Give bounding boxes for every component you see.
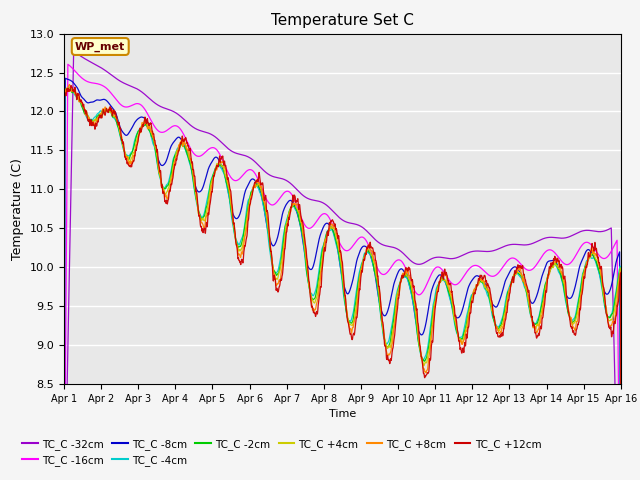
Legend: TC_C -32cm, TC_C -16cm, TC_C -8cm, TC_C -4cm, TC_C -2cm, TC_C +4cm, TC_C +8cm, T: TC_C -32cm, TC_C -16cm, TC_C -8cm, TC_C … xyxy=(18,434,545,470)
X-axis label: Time: Time xyxy=(329,409,356,419)
Y-axis label: Temperature (C): Temperature (C) xyxy=(11,158,24,260)
Title: Temperature Set C: Temperature Set C xyxy=(271,13,414,28)
Text: WP_met: WP_met xyxy=(75,41,125,52)
